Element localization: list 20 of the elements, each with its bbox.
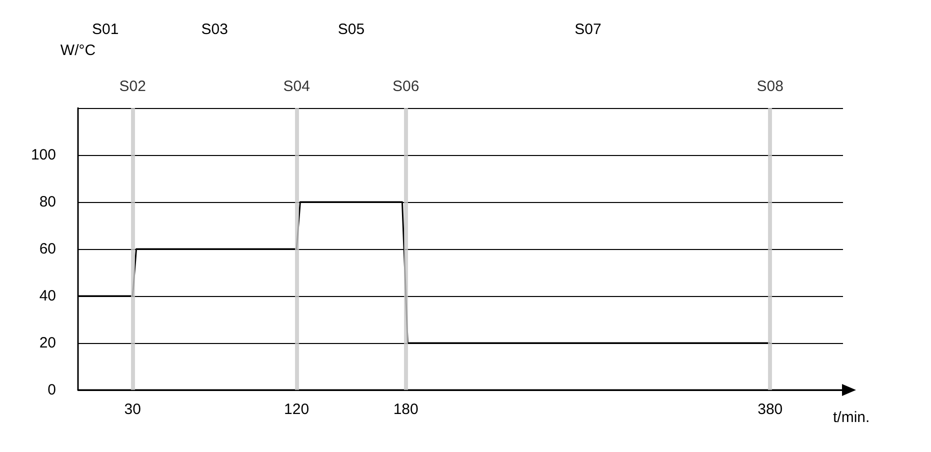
y-tick-label: 20 bbox=[39, 334, 56, 352]
x-tick-label: 180 bbox=[393, 401, 418, 418]
x-axis-title: t/min. bbox=[833, 409, 870, 426]
ref-line-label: S02 bbox=[119, 78, 146, 95]
text: S01 bbox=[92, 21, 119, 38]
x-tick-label: 30 bbox=[124, 401, 141, 418]
y-tick-label: 80 bbox=[39, 194, 56, 210]
x-tick-label: 380 bbox=[758, 401, 783, 418]
text: S03 bbox=[201, 21, 228, 38]
x-tick-label: 120 bbox=[284, 401, 310, 418]
y-tick-label: 0 bbox=[48, 382, 56, 398]
y-tick-label: 100 bbox=[30, 146, 56, 164]
ref-line-label: S06 bbox=[392, 78, 420, 95]
y-tick-label: 60 bbox=[39, 240, 56, 258]
ref-line-label: S08 bbox=[756, 78, 784, 95]
ref-line-label: S04 bbox=[283, 78, 310, 95]
y-axis-title: W/°C bbox=[60, 42, 96, 59]
text: S07 bbox=[574, 21, 602, 38]
text: S05 bbox=[338, 21, 365, 38]
y-tick-label: 40 bbox=[39, 288, 56, 304]
